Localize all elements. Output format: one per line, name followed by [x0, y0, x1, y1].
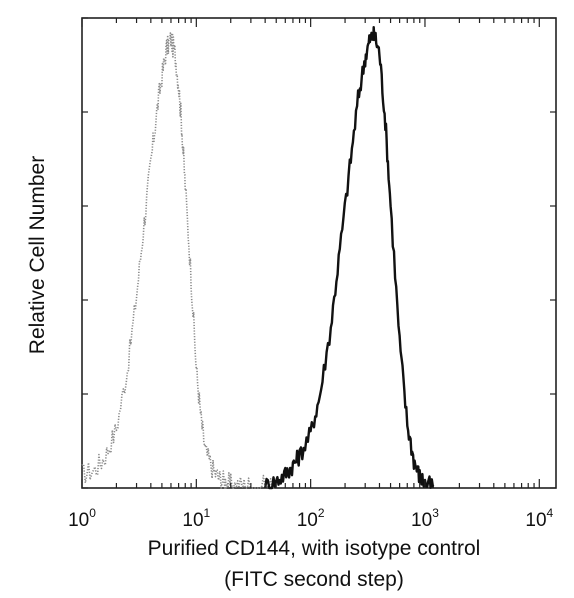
isotype-control-series-line: [81, 32, 277, 489]
x-tick-label: 104: [525, 506, 553, 531]
x-tick-label-exponent: 4: [547, 506, 554, 520]
x-tick-label: 103: [411, 506, 439, 531]
series-layer: [81, 26, 435, 490]
x-tick-label-base: 10: [297, 510, 318, 531]
x-tick-label-exponent: 1: [204, 506, 211, 520]
x-tick-label: 100: [68, 506, 96, 531]
plot-frame: [81, 17, 557, 489]
x-tick-label: 101: [182, 506, 210, 531]
x-tick-label-exponent: 3: [432, 506, 439, 520]
x-axis-title-line2: (FITC second step): [224, 568, 404, 591]
x-tick-label-base: 10: [182, 510, 203, 531]
plot-border: [81, 17, 557, 489]
cd144-series-line: [264, 26, 435, 490]
x-tick-label-base: 10: [525, 510, 546, 531]
x-axis-title-line1: Purified CD144, with isotype control: [148, 537, 481, 560]
x-tick-label-exponent: 2: [318, 506, 325, 520]
x-tick-label: 102: [297, 506, 325, 531]
tick-layer: 100 101 102 103 104: [68, 17, 556, 531]
x-tick-label-base: 10: [411, 510, 432, 531]
x-tick-label-exponent: 0: [89, 506, 96, 520]
y-axis-title: Relative Cell Number: [26, 156, 49, 354]
x-tick-label-base: 10: [68, 510, 89, 531]
